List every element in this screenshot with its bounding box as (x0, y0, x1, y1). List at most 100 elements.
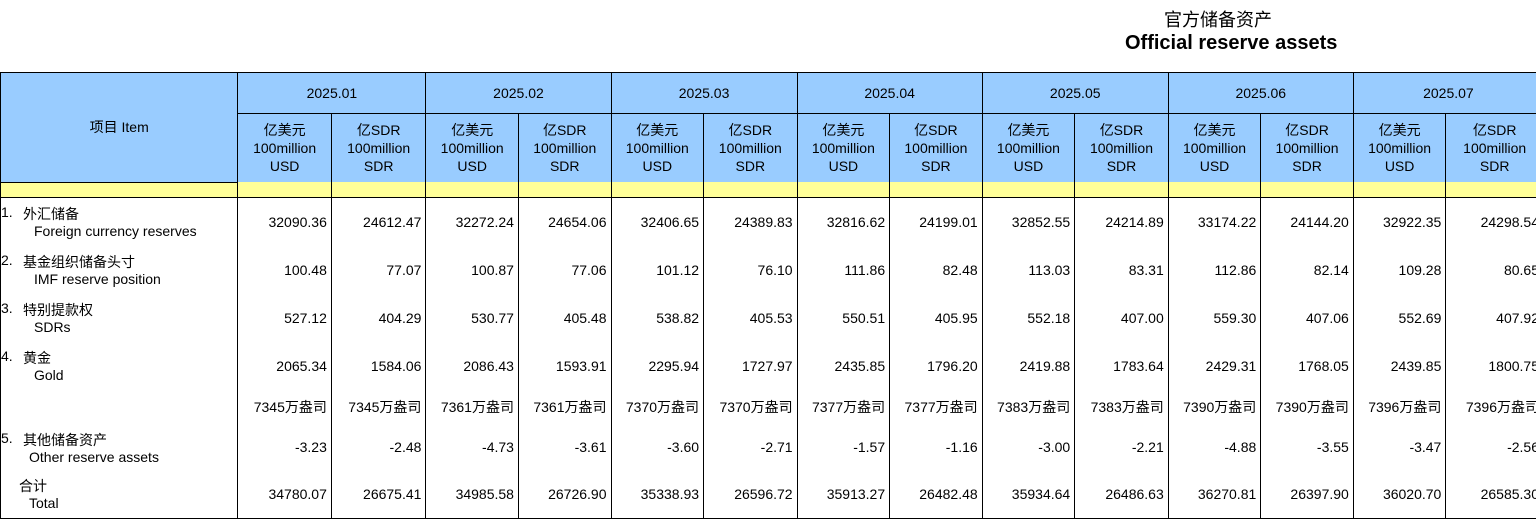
month-header: 2025.02 (425, 72, 612, 114)
row-number: 3. (1, 299, 13, 316)
value-cell: 7361万盎司 (517, 389, 612, 424)
value-cell: 1796.20 (889, 341, 983, 390)
value-cell: 36020.70 (1352, 469, 1447, 519)
item-column-header: 项目 Item (0, 72, 239, 183)
value-cell: 32406.65 (610, 197, 705, 246)
value-cell: 7377万盎司 (889, 389, 983, 424)
unit-line: 100million (1368, 140, 1432, 156)
title-english: Official reserve assets (1125, 32, 1338, 54)
value-cell: 24214.89 (1074, 197, 1169, 246)
value-cell: 7370万盎司 (703, 389, 798, 424)
row-label-english: Total (29, 494, 59, 511)
unit-line: USD (269, 158, 300, 174)
unit-line: 100million (625, 140, 689, 156)
row-number: 1. (1, 203, 13, 220)
value-cell: 77.06 (517, 245, 612, 294)
value-cell: 26596.72 (703, 469, 798, 519)
separator-cell (796, 182, 891, 198)
value-cell: 109.28 (1352, 245, 1447, 294)
table-row: 4. 黄金 Gold 2065.34 1584.06 2086.43 1593.91 2295… (0, 341, 1536, 390)
unit-line: 100million (253, 140, 317, 156)
value-cell: 7383万盎司 (1074, 389, 1169, 424)
unit-line: USD (1199, 158, 1230, 174)
unit-line: 亿美元 (1007, 122, 1050, 138)
unit-line: SDR (1479, 158, 1510, 174)
row-label: 2. 基金组织储备头寸 IMF reserve position (0, 245, 239, 294)
separator-cell (425, 182, 519, 198)
separator-cell (981, 182, 1076, 198)
separator-cell (610, 182, 705, 198)
separator-cell (330, 182, 427, 198)
unit-usd-header: 亿美元 100million USD (981, 113, 1076, 182)
value-cell: 405.48 (517, 293, 612, 342)
value-cell: -2.71 (703, 423, 798, 470)
value-cell: 24144.20 (1260, 197, 1354, 246)
value-cell: 36270.81 (1167, 469, 1262, 519)
value-cell: 32922.35 (1352, 197, 1447, 246)
value-cell: 2439.85 (1352, 341, 1447, 390)
value-cell: -3.61 (517, 423, 612, 470)
value-cell: 404.29 (330, 293, 427, 342)
value-cell: 405.95 (889, 293, 983, 342)
value-cell: 7390万盎司 (1260, 389, 1354, 424)
unit-line: 亿美元 (822, 122, 865, 138)
value-cell: 33174.22 (1167, 197, 1262, 246)
unit-sdr-header: 亿SDR 100million SDR (703, 113, 798, 182)
separator-cell (1260, 182, 1354, 198)
unit-line: 亿SDR (914, 122, 958, 138)
row-label-english: IMF reserve position (34, 270, 161, 287)
value-cell: 82.48 (889, 245, 983, 294)
title-chinese: 官方储备资产 (1164, 10, 1272, 31)
value-cell: 407.00 (1074, 293, 1169, 342)
table-row: 5. 其他储备资产 Other reserve assets -3.23 -2.48 -4… (0, 423, 1536, 470)
value-cell: -1.16 (889, 423, 983, 470)
separator-cell (1167, 182, 1262, 198)
value-cell: 407.92 (1445, 293, 1536, 342)
value-cell: 112.86 (1167, 245, 1262, 294)
value-cell: -1.57 (796, 423, 891, 470)
row-label-english: Other reserve assets (29, 448, 159, 465)
row-label-english: Gold (34, 366, 64, 383)
value-cell: 32090.36 (237, 197, 332, 246)
value-cell: 80.65 (1445, 245, 1536, 294)
separator-cell (0, 182, 239, 198)
row-label: 合计 Total (0, 469, 239, 519)
unit-sdr-header: 亿SDR 100million SDR (1445, 113, 1536, 182)
value-cell: -2.21 (1074, 423, 1169, 470)
month-header: 2025.05 (981, 72, 1169, 114)
unit-line: 100million (718, 140, 782, 156)
unit-line: 亿SDR (1472, 122, 1517, 138)
unit-line: SDR (921, 158, 951, 174)
value-cell: 538.82 (610, 293, 705, 342)
unit-line: 100million (1463, 140, 1527, 156)
table-row: 合计 Total 34780.07 26675.41 34985.58 26726.90 3… (0, 469, 1536, 519)
unit-line: 100million (440, 140, 504, 156)
unit-line: 亿美元 (263, 122, 306, 138)
separator-cell (889, 182, 983, 198)
separator-cell (703, 182, 798, 198)
unit-line: SDR (1292, 158, 1322, 174)
separator-cell (1445, 182, 1536, 198)
unit-line: 亿SDR (1099, 122, 1144, 138)
unit-line: USD (1013, 158, 1044, 174)
separator-cell (1352, 182, 1447, 198)
value-cell: 76.10 (703, 245, 798, 294)
value-cell: 32272.24 (425, 197, 519, 246)
unit-usd-header: 亿美元 100million USD (1352, 113, 1447, 182)
unit-sdr-header: 亿SDR 100million SDR (1074, 113, 1169, 182)
value-cell: 7370万盎司 (610, 389, 705, 424)
value-cell: 35913.27 (796, 469, 891, 519)
unit-line: 亿美元 (1193, 122, 1236, 138)
table-row: 2. 基金组织储备头寸 IMF reserve position 100.48 77.0… (0, 245, 1536, 294)
unit-line: 亿美元 (451, 122, 494, 138)
value-cell: 113.03 (981, 245, 1076, 294)
value-cell: 101.12 (610, 245, 705, 294)
value-cell: 7390万盎司 (1167, 389, 1262, 424)
value-cell: 2086.43 (425, 341, 519, 390)
unit-line: 100million (1275, 140, 1339, 156)
table-row: 3. 特别提款权 SDRs 527.12 404.29 530.77 405.48 538.8… (0, 293, 1536, 342)
reserve-assets-table: 项目 Item 2025.01 2025.02 2025.03 2025.04 2025… (0, 72, 1536, 519)
unit-line: 100million (811, 140, 875, 156)
value-cell: -2.48 (330, 423, 427, 470)
unit-line: 亿SDR (356, 122, 401, 138)
